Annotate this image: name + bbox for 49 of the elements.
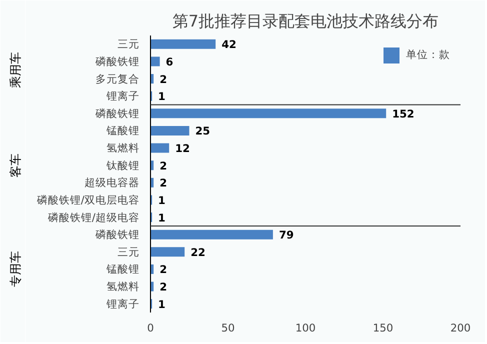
data-label: 2 — [160, 263, 168, 276]
x-tick-label: 50 — [221, 322, 235, 334]
data-label: 25 — [195, 124, 210, 138]
data-label: 42 — [222, 38, 236, 52]
legend-label: 单位：款 — [406, 48, 450, 62]
chart-title: 第7批推荐目录配套电池技术路线分布 — [172, 12, 439, 30]
x-tick-label: 100 — [295, 322, 316, 334]
y-tick-label: 锰酸锂 — [106, 262, 140, 276]
data-label: 1 — [158, 90, 166, 104]
y-tick-label: 钛酸锂 — [106, 158, 140, 172]
data-label: 79 — [278, 228, 294, 242]
text: 专用车 — [8, 251, 22, 288]
y-tick-label: 锰酸锂 — [106, 124, 140, 138]
y-tick-label: 多元复合 — [96, 72, 140, 86]
y-tick-label: 氢燃料 — [106, 280, 140, 294]
text: 乘用车 — [8, 52, 22, 88]
data-label: 1 — [158, 298, 166, 311]
y-tick-label: 锂离子 — [106, 297, 140, 310]
y-tick-label: 磷酸铁锂/超级电容 — [46, 210, 140, 224]
bar — [150, 108, 386, 118]
y-tick-label: 三元 — [118, 38, 140, 51]
text: 客车 — [8, 153, 22, 178]
y-tick-label: 磷酸铁锂 — [94, 54, 140, 68]
bar — [150, 143, 170, 153]
y-tick-label: 三元 — [118, 245, 140, 258]
data-label: 152 — [392, 107, 414, 120]
y-tick-label: 磷酸铁锂/双电层电容 — [36, 193, 140, 206]
data-label: 6 — [166, 55, 174, 68]
bar — [150, 247, 185, 257]
bar — [150, 230, 273, 240]
data-label: 2 — [160, 280, 168, 294]
bar — [150, 126, 190, 136]
x-tick-label: 200 — [450, 322, 471, 334]
y-tick-label: 锂离子 — [106, 90, 140, 103]
data-label: 22 — [190, 246, 206, 259]
data-label: 12 — [175, 142, 190, 156]
x-tick-label: 0 — [147, 322, 154, 334]
data-label: 1 — [158, 194, 166, 207]
bar — [150, 39, 216, 49]
data-label: 2 — [160, 159, 168, 172]
y-tick-label: 氢燃料 — [106, 142, 140, 155]
y-tick-label: 磷酸铁锂 — [94, 106, 140, 120]
data-label: 1 — [158, 211, 166, 224]
y-tick-label: 超级电容器 — [84, 176, 140, 190]
bar — [150, 56, 160, 66]
data-label: 2 — [160, 72, 168, 86]
data-label: 2 — [160, 176, 168, 190]
y-tick-label: 磷酸铁锂 — [94, 228, 140, 242]
x-tick-label: 150 — [372, 322, 394, 334]
